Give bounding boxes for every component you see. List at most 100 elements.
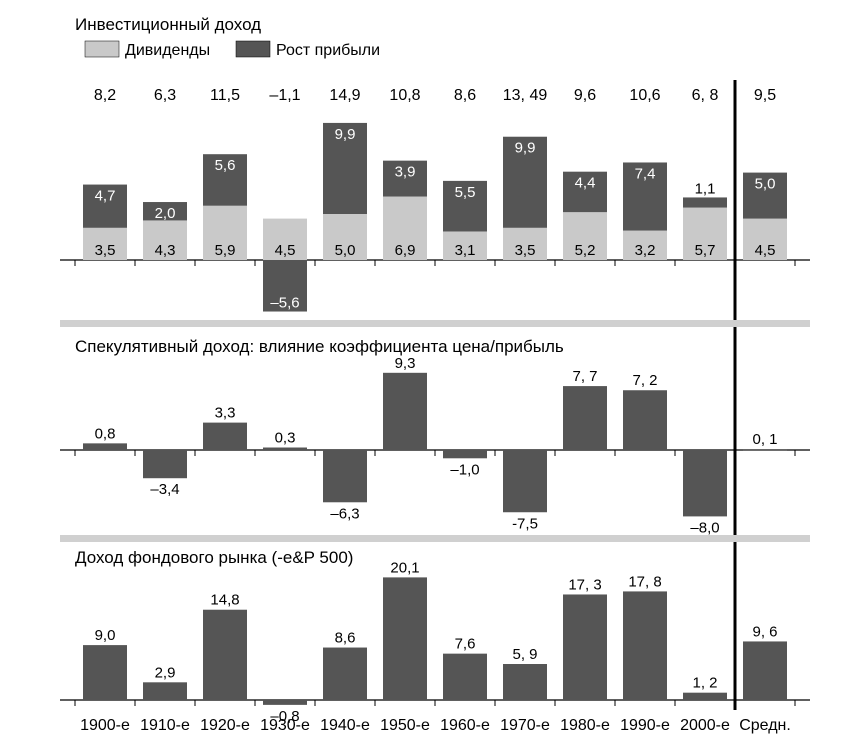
x-axis-label: 1910-е [140, 717, 190, 734]
panel3-title: Доход фондового рынка (-e&P 500) [75, 548, 353, 567]
growth-value: 1,1 [695, 180, 716, 197]
dividend-value: 4,5 [755, 242, 776, 259]
growth-value: 4,4 [575, 175, 596, 192]
spec-value: –8,0 [690, 519, 719, 536]
dividend-value: 5,0 [335, 242, 356, 259]
spec-value: 0,8 [95, 425, 116, 442]
x-axis-label: 2000-е [680, 717, 730, 734]
panel1-total: 8,2 [94, 87, 116, 104]
dividend-value: 5,9 [215, 242, 236, 259]
spec-bar [203, 423, 247, 450]
growth-value: 5,5 [455, 184, 476, 201]
growth-value: 5,6 [215, 157, 236, 174]
dividend-value: 4,5 [275, 242, 296, 259]
growth-value: –5,6 [270, 295, 299, 312]
x-axis-label: 1950-е [380, 717, 430, 734]
growth-value: 7,4 [635, 165, 656, 182]
dividend-value: 3,5 [515, 242, 536, 259]
spec-value: 0,3 [275, 430, 296, 447]
panel2-title: Спекулятивный доход: влияние коэффициент… [75, 337, 564, 356]
spec-value: 9,3 [395, 355, 416, 372]
market-bar-neg [263, 700, 307, 705]
panel1-total: 9,5 [754, 87, 776, 104]
market-value: 8,6 [335, 630, 356, 647]
panel1-total: 11,5 [210, 87, 240, 104]
growth-value: 4,7 [95, 188, 116, 205]
panel1-total: 8,6 [454, 87, 476, 104]
panel1-total: –1,1 [269, 87, 300, 104]
market-bar [143, 682, 187, 700]
market-bar [203, 610, 247, 700]
x-axis-label: 1970-е [500, 717, 550, 734]
market-value: 14,8 [210, 592, 239, 609]
spec-bar-neg [443, 450, 487, 458]
market-bar [83, 645, 127, 700]
panel1-total: 6,3 [154, 87, 176, 104]
x-axis-label: 1920-е [200, 717, 250, 734]
spec-bar-neg [503, 450, 547, 512]
spec-bar-neg [323, 450, 367, 502]
stacked-returns-chart: Инвестиционный доход Дивиденды Рост прибыл… [0, 0, 861, 751]
spec-value: 7, 2 [632, 372, 657, 389]
spec-value: 0, 1 [752, 431, 777, 448]
market-bar [323, 648, 367, 700]
spec-bar [83, 443, 127, 450]
dividend-value: 6,9 [395, 242, 416, 259]
legend-swatch [85, 41, 119, 57]
market-bar [503, 664, 547, 700]
market-value: 20,1 [390, 559, 419, 576]
x-axis-label: 1900-е [80, 717, 130, 734]
spec-value: –1,0 [450, 461, 479, 478]
dividend-value: 5,2 [575, 242, 596, 259]
spec-value: -7,5 [512, 515, 538, 532]
market-value: 5, 9 [512, 646, 537, 663]
x-axis-label: Средн. [739, 717, 791, 734]
spec-bar-neg [143, 450, 187, 478]
legend-label: Дивиденды [125, 42, 210, 59]
panel1-title: Инвестиционный доход [75, 15, 261, 34]
panel-separator [60, 320, 810, 327]
panel1-total: 14,9 [329, 87, 360, 104]
dividend-value: 4,3 [155, 242, 176, 259]
dividend-value: 3,5 [95, 242, 116, 259]
market-bar [743, 641, 787, 700]
growth-value: 9,9 [335, 126, 356, 143]
market-value: 17, 8 [628, 573, 661, 590]
spec-bar [623, 390, 667, 450]
legend-label: Рост прибыли [276, 42, 380, 59]
panel-separator [60, 535, 810, 542]
panel1-total: 13, 49 [503, 87, 548, 104]
spec-value: 7, 7 [572, 368, 597, 385]
spec-value: –3,4 [150, 481, 179, 498]
growth-bar [683, 197, 727, 207]
market-bar [563, 594, 607, 700]
market-bar [443, 654, 487, 700]
spec-value: –6,3 [330, 505, 359, 522]
x-axis-label: 1930-е [260, 717, 310, 734]
market-value: 1, 2 [692, 675, 717, 692]
dividend-value: 5,7 [695, 242, 716, 259]
market-bar [683, 693, 727, 700]
spec-bar [383, 373, 427, 450]
market-bar [383, 577, 427, 700]
spec-bar [563, 386, 607, 450]
growth-value: 9,9 [515, 140, 536, 157]
spec-value: 3,3 [215, 405, 236, 422]
x-axis-label: 1960-е [440, 717, 490, 734]
market-value: 9,0 [95, 627, 116, 644]
spec-bar [743, 449, 787, 450]
panel1-total: 6, 8 [692, 87, 719, 104]
market-bar [623, 591, 667, 700]
growth-value: 5,0 [755, 176, 776, 193]
panel1-total: 9,6 [574, 87, 596, 104]
market-value: 2,9 [155, 664, 176, 681]
market-value: 9, 6 [752, 623, 777, 640]
dividend-value: 3,1 [455, 242, 476, 259]
panel1-total: 10,6 [629, 87, 660, 104]
growth-value: 3,9 [395, 164, 416, 181]
market-value: 17, 3 [568, 576, 601, 593]
dividend-value: 3,2 [635, 242, 656, 259]
spec-bar [263, 448, 307, 450]
panel1-total: 10,8 [389, 87, 420, 104]
x-axis-label: 1980-е [560, 717, 610, 734]
